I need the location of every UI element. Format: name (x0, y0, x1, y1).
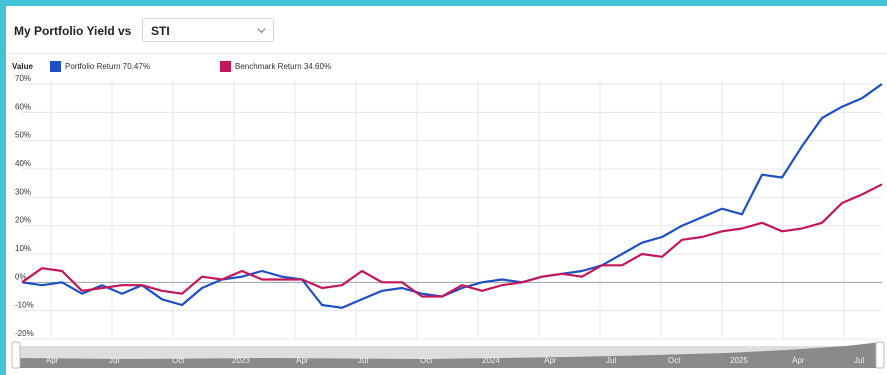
legend-text-benchmark: Benchmark Return 34.60% (235, 61, 332, 71)
y-tick-label: 0% (15, 272, 27, 281)
legend-item-portfolio[interactable]: Portfolio Return 70.47% (50, 60, 150, 72)
y-tick-label: 40% (15, 159, 31, 168)
benchmark-select-value: STI (151, 24, 170, 38)
navigator-tick-label: Jul (109, 356, 119, 365)
navigator-tick-label: Oct (668, 356, 681, 365)
y-tick-label: 30% (15, 187, 31, 196)
y-tick-label: -10% (15, 301, 34, 310)
series-line-benchmark (21, 183, 883, 298)
navigator-tick-label: 2025 (730, 356, 748, 365)
y-tick-label: 70% (15, 74, 31, 83)
navigator-tick-label: Jul (358, 356, 368, 365)
navigator-tick-label: 2024 (482, 356, 500, 365)
chevron-down-icon (257, 28, 266, 34)
benchmark-select[interactable]: STI (142, 18, 274, 42)
y-tick-label: 10% (15, 244, 31, 253)
legend-item-benchmark[interactable]: Benchmark Return 34.60% (220, 60, 331, 72)
legend-text-portfolio: Portfolio Return 70.47% (65, 61, 150, 71)
navigator-tick-label: Oct (420, 356, 433, 365)
navigator-tick-label: Jul (606, 356, 616, 365)
y-tick-label: 20% (15, 216, 31, 225)
line-chart: 70% 60% 50% 40% 30% 20% 10% 0% -10% -20% Apr Jul Oct… (11, 74, 885, 369)
y-tick-label: 50% (15, 131, 31, 140)
navigator-handle-right[interactable] (875, 341, 885, 369)
navigator-series-area (14, 342, 882, 368)
navigator-tick-label: Oct (172, 356, 185, 365)
y-tick-label: -20% (15, 329, 34, 338)
legend-label: Value (12, 62, 33, 71)
legend-swatch-benchmark (220, 60, 231, 72)
legend-swatch-portfolio (50, 60, 61, 72)
navigator-tick-label: Apr (792, 356, 805, 365)
portfolio-yield-panel: My Portfolio Yield vs STI Value Portfoli… (6, 6, 887, 375)
series-line-portfolio (21, 83, 883, 309)
navigator-handle-left[interactable] (11, 341, 21, 369)
header-divider (6, 53, 887, 54)
navigator-tick-label: Apr (46, 356, 59, 365)
chart-title: My Portfolio Yield vs (14, 24, 132, 38)
navigator-tick-label: 2023 (232, 356, 250, 365)
navigator-tick-label: Apr (296, 356, 309, 365)
navigator-tick-label: Jul (854, 356, 864, 365)
y-tick-label: 60% (15, 102, 31, 111)
navigator-tick-label: Apr (544, 356, 557, 365)
